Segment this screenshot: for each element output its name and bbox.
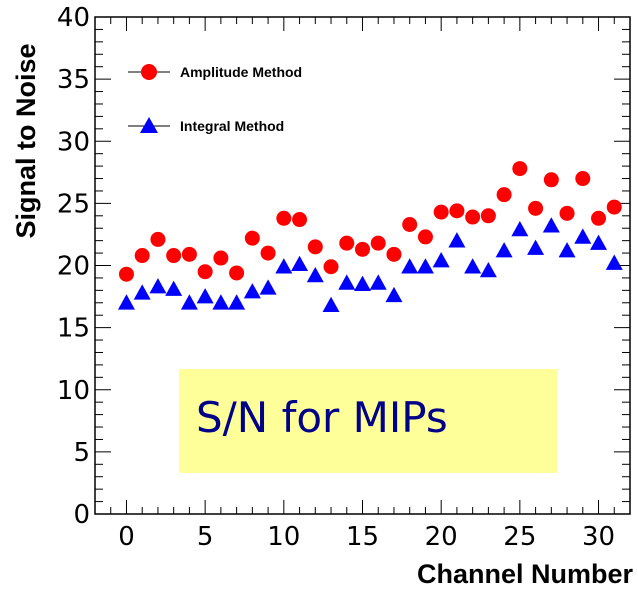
amplitude-point [150, 231, 166, 247]
y-tick-label: 20 [57, 252, 90, 282]
amplitude-point [370, 235, 386, 251]
amplitude-point [496, 187, 512, 203]
integral-point [228, 294, 246, 310]
integral-point [291, 255, 309, 272]
y-tick-label: 15 [57, 314, 90, 344]
amplitude-point [575, 171, 591, 187]
integral-point [306, 266, 324, 283]
integral-point [542, 217, 560, 233]
legend: Amplitude Method Integral Method [128, 64, 302, 134]
integral-point [212, 294, 230, 310]
integral-point [165, 280, 183, 296]
amplitude-point [213, 250, 229, 266]
integral-point [448, 232, 466, 248]
integral-point [275, 258, 293, 274]
integral-point [511, 220, 529, 237]
integral-point [196, 288, 214, 304]
legend-marker-integral [140, 117, 158, 133]
y-tick-label: 30 [57, 127, 90, 157]
integral-point [259, 279, 277, 295]
integral-point [432, 252, 450, 268]
legend-marker-amplitude [141, 64, 157, 80]
amplitude-point [402, 216, 418, 232]
amplitude-point [543, 172, 559, 188]
integral-point [574, 228, 592, 244]
y-axis-title: Signal to Noise [11, 43, 41, 238]
integral-point [464, 258, 482, 274]
annotation-box [179, 369, 557, 473]
amplitude-point [591, 210, 607, 226]
integral-point [243, 283, 261, 299]
amplitude-point [559, 205, 575, 221]
amplitude-point [606, 199, 622, 215]
integral-point [149, 278, 167, 294]
integral-point [322, 296, 340, 313]
integral-point [401, 258, 419, 274]
amplitude-point [417, 229, 433, 245]
x-tick-label: 0 [118, 522, 135, 552]
integral-point [416, 258, 434, 274]
amplitude-point [465, 209, 481, 225]
integral-point [385, 286, 403, 303]
amplitude-point [134, 248, 150, 264]
amplitude-point [480, 208, 496, 224]
amplitude-point [433, 204, 449, 220]
y-tick-label: 0 [73, 500, 90, 530]
integral-point [605, 254, 623, 270]
y-tick-label: 25 [57, 189, 90, 219]
amplitude-point [197, 264, 213, 280]
integral-point [558, 242, 576, 258]
amplitude-point [449, 203, 465, 219]
amplitude-point [339, 235, 355, 251]
x-tick-label: 5 [197, 522, 214, 552]
amplitude-point [118, 266, 134, 282]
integral-point [527, 239, 545, 255]
x-tick-label: 10 [267, 522, 300, 552]
x-tick-label: 30 [582, 522, 615, 552]
amplitude-point [528, 200, 544, 216]
amplitude-point [292, 212, 308, 228]
amplitude-point [244, 230, 260, 246]
integral-point [117, 294, 135, 310]
y-tick-label: 35 [57, 65, 90, 95]
integral-point [133, 284, 151, 300]
x-tick-label: 20 [425, 522, 458, 552]
amplitude-point [229, 265, 245, 281]
amplitude-point [276, 210, 292, 226]
integral-point [479, 261, 497, 278]
tick-labels: 0 5 10 15 20 25 30 0 5 10 15 20 25 30 35 40 [57, 3, 615, 552]
integral-point [369, 274, 387, 290]
x-tick-label: 15 [346, 522, 379, 552]
y-tick-label: 10 [57, 376, 90, 406]
amplitude-point [512, 161, 528, 177]
y-tick-label: 40 [57, 3, 90, 33]
integral-point [495, 242, 513, 258]
amplitude-point [386, 246, 402, 262]
integral-point [354, 275, 371, 291]
amplitude-point [323, 259, 339, 275]
data-points [117, 161, 623, 313]
x-tick-label: 25 [503, 522, 536, 552]
amplitude-point [181, 246, 197, 262]
x-axis-title: Channel Number [417, 559, 634, 589]
y-tick-label: 5 [73, 438, 90, 468]
amplitude-point [260, 245, 276, 261]
annotation-text: S/N for MIPs [196, 393, 448, 442]
amplitude-point [166, 248, 182, 264]
amplitude-point [307, 239, 323, 255]
legend-label-integral: Integral Method [180, 118, 284, 134]
integral-point [590, 234, 608, 250]
integral-point [338, 274, 356, 290]
legend-label-amplitude: Amplitude Method [180, 64, 302, 80]
amplitude-point [355, 241, 370, 257]
integral-point [180, 294, 198, 310]
